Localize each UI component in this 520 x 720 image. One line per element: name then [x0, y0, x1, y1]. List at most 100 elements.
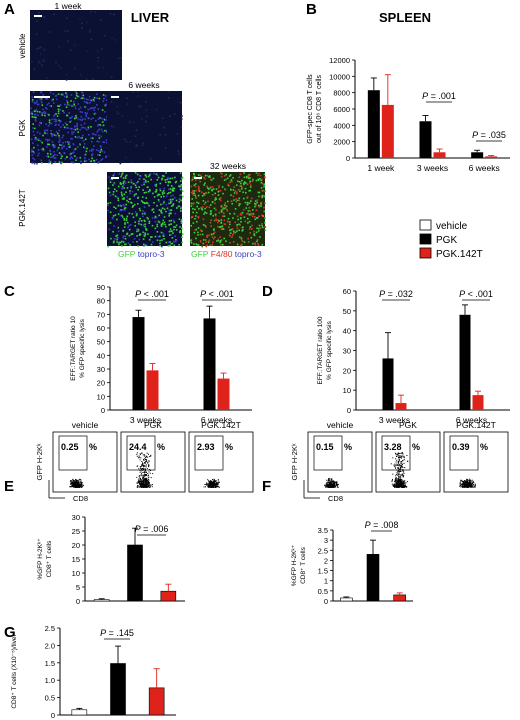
tissue-dot: [192, 222, 195, 224]
tissue-dot: [38, 124, 41, 127]
event-dot: [143, 484, 144, 485]
tissue-dot: [162, 117, 164, 119]
tissue-dot: [74, 105, 76, 107]
event-dot: [331, 485, 333, 487]
tissue-dot: [68, 141, 71, 144]
y-tick-label: 6000: [333, 105, 350, 114]
bar-vehicle: [93, 599, 110, 602]
tissue-dot: [51, 140, 54, 143]
event-dot: [207, 479, 209, 481]
tissue-dot: [211, 193, 214, 196]
event-dot: [325, 484, 327, 486]
event-dot: [142, 454, 144, 456]
tissue-dot: [85, 115, 87, 118]
event-dot: [143, 477, 145, 479]
tissue-dot: [201, 191, 203, 194]
tissue-dot: [40, 53, 42, 55]
event-dot: [147, 473, 149, 474]
event-dot: [141, 464, 143, 466]
event-dot: [324, 484, 326, 486]
tissue-dot: [166, 192, 169, 195]
tissue-dot: [77, 95, 79, 98]
event-dot: [396, 472, 398, 474]
event-dot: [398, 478, 400, 480]
tissue-dot: [246, 201, 249, 204]
tissue-dot: [69, 117, 71, 119]
tissue-dot: [97, 57, 99, 59]
tissue-dot: [255, 209, 258, 212]
y-tick-label: 0.5: [45, 694, 55, 703]
tissue-dot: [158, 221, 161, 224]
tissue-dot: [197, 244, 199, 246]
row-label-pgk142t: PGK.142T: [18, 189, 27, 226]
tissue-dot: [35, 116, 37, 119]
tissue-dot: [191, 178, 194, 181]
tissue-dot: [75, 92, 78, 95]
event-dot: [144, 475, 146, 477]
event-dot: [466, 486, 468, 488]
tissue-dot: [45, 138, 47, 141]
tissue-dot: [100, 128, 103, 131]
tissue-dot: [202, 242, 205, 245]
tissue-dot: [50, 130, 52, 132]
event-dot: [81, 483, 83, 485]
event-dot: [143, 487, 145, 488]
event-dot: [212, 481, 213, 483]
event-dot: [74, 484, 76, 486]
event-dot: [136, 452, 138, 454]
event-dot: [337, 483, 339, 485]
row-label-pgk: PGK: [18, 119, 27, 137]
tissue-dot: [123, 205, 125, 207]
event-dot: [396, 482, 398, 483]
tissue-dot: [201, 245, 203, 248]
tissue-dot: [62, 124, 64, 126]
tissue-dot: [53, 146, 55, 149]
event-dot: [144, 481, 146, 483]
tissue-dot: [163, 187, 165, 190]
tissue-dot: [232, 189, 235, 191]
event-dot: [395, 483, 397, 485]
event-dot: [205, 484, 207, 485]
tissue-dot: [165, 203, 168, 206]
y-tick-label: 2.5: [45, 624, 55, 633]
event-dot: [148, 483, 150, 485]
tissue-dot: [233, 199, 235, 201]
tissue-dot: [62, 93, 64, 95]
tissue-dot: [207, 241, 210, 243]
tissue-dot: [180, 222, 183, 224]
event-dot: [145, 460, 146, 462]
tissue-dot: [254, 216, 256, 218]
tissue-dot: [180, 185, 182, 188]
event-dot: [462, 486, 464, 488]
event-dot: [137, 481, 139, 483]
event-dot: [464, 485, 466, 487]
tissue-dot: [196, 201, 198, 204]
event-dot: [396, 480, 398, 482]
tissue-dot: [30, 112, 32, 115]
tissue-dot: [86, 98, 88, 101]
tissue-dot: [147, 190, 150, 193]
tissue-dot: [35, 136, 37, 139]
tissue-dot: [247, 237, 249, 240]
tissue-dot: [201, 230, 203, 232]
event-dot: [394, 465, 395, 467]
gate: [194, 435, 224, 471]
tissue-dot: [46, 140, 49, 142]
tissue-dot: [142, 224, 145, 227]
tissue-dot: [191, 179, 193, 182]
tissue-dot: [150, 236, 152, 238]
tissue-dot: [44, 132, 46, 134]
tissue-dot: [222, 192, 224, 195]
event-dot: [213, 479, 215, 481]
tissue-dot: [76, 157, 78, 159]
y-axis-label: %GFP H-2Kᵏ⁺: [291, 544, 298, 586]
event-dot: [395, 464, 397, 466]
bar-vehicle: [340, 597, 353, 602]
spleen-title: SPLEEN: [379, 10, 431, 25]
tissue-dot: [264, 229, 267, 231]
tissue-dot: [241, 211, 244, 214]
tissue-dot: [135, 186, 138, 189]
event-dot: [399, 484, 401, 485]
event-dot: [136, 476, 138, 478]
tissue-dot: [144, 120, 147, 123]
